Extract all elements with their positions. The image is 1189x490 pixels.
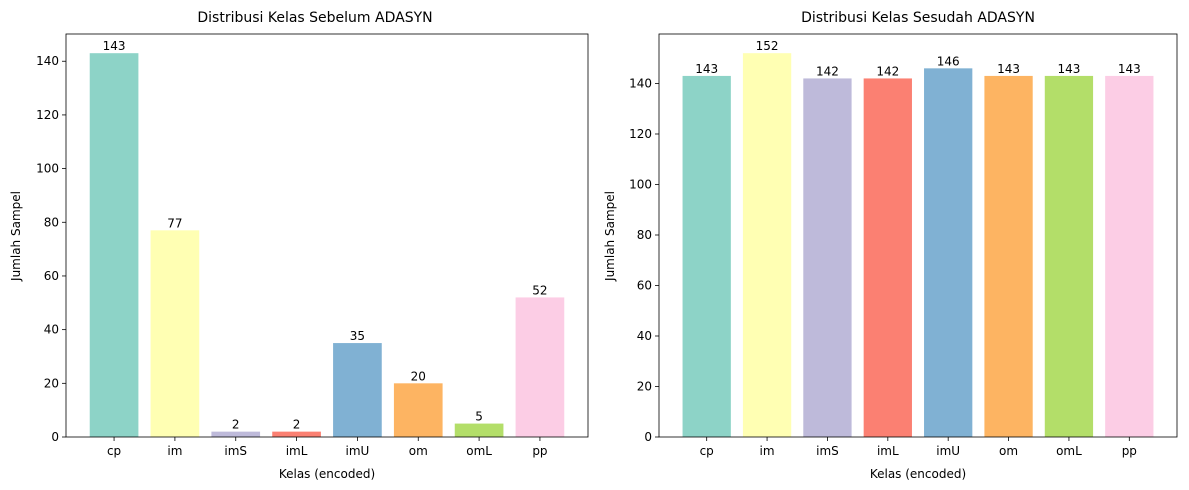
x-tick-label-imL: imL <box>286 444 308 458</box>
x-tick-label-omL: omL <box>1056 444 1082 458</box>
bar-pp <box>1105 75 1154 438</box>
y-ticks: 0 20 40 60 80 100 120 140 <box>629 76 659 444</box>
y-tick-label-120: 120 <box>629 127 652 141</box>
chart-title: Distribusi Kelas Sesudah ADASYN <box>801 10 1035 26</box>
y-tick-label-60: 60 <box>637 278 652 292</box>
bar-omL <box>454 423 504 437</box>
x-tick-label-imL: imL <box>877 444 899 458</box>
bar-imL <box>272 431 321 437</box>
data-label-omL: 143 <box>1057 62 1080 76</box>
x-ticks: cp im imS imL imU om omL pp <box>700 437 1137 458</box>
data-label-imL: 2 <box>293 418 301 432</box>
x-tick-label-om: om <box>999 444 1018 458</box>
y-tick-label-140: 140 <box>629 76 652 90</box>
data-label-pp: 52 <box>532 283 547 297</box>
bar-cp <box>682 75 731 438</box>
y-axis-label: Jumlah Sampel <box>603 191 617 282</box>
y-ticks: 0 20 40 60 80 100 120 140 <box>36 54 66 444</box>
bar-omL <box>1044 75 1094 438</box>
y-tick-label-60: 60 <box>44 269 59 283</box>
x-tick-label-om: om <box>409 444 428 458</box>
y-tick-label-20: 20 <box>637 379 652 393</box>
y-axis-label: Jumlah Sampel <box>9 191 23 282</box>
bar-imU <box>333 343 382 437</box>
x-axis-label: Kelas (encoded) <box>870 467 966 481</box>
data-label-imU: 146 <box>937 54 960 68</box>
x-ticks: cp im imS imL imU om omL pp <box>107 437 548 458</box>
chart-after-adasyn: Distribusi Kelas Sesudah ADASYN Kelas (e… <box>603 10 1178 481</box>
data-label-omL: 5 <box>475 410 483 424</box>
x-tick-label-im: im <box>760 444 775 458</box>
x-tick-label-pp: pp <box>532 444 547 458</box>
y-tick-label-40: 40 <box>44 323 59 337</box>
bar-im <box>742 53 792 437</box>
y-tick-label-140: 140 <box>36 54 59 68</box>
x-tick-label-im: im <box>167 444 182 458</box>
x-tick-label-imS: imS <box>816 444 839 458</box>
y-tick-label-120: 120 <box>36 108 59 122</box>
x-tick-label-imU: imU <box>346 444 370 458</box>
bar-imU <box>924 68 973 437</box>
bar-imS <box>803 78 852 437</box>
plot-frame <box>65 33 589 438</box>
data-label-om: 143 <box>997 62 1020 76</box>
data-label-om: 20 <box>411 369 426 383</box>
data-label-cp: 143 <box>695 62 718 76</box>
bar-cp <box>89 53 139 437</box>
x-axis-label: Kelas (encoded) <box>279 467 375 481</box>
bars: 143 77 2 2 35 20 5 52 <box>89 39 565 437</box>
bar-imL <box>863 78 912 437</box>
data-label-cp: 143 <box>103 39 126 53</box>
plot-frame <box>658 33 1178 438</box>
x-tick-label-cp: cp <box>107 444 121 458</box>
y-tick-label-20: 20 <box>44 376 59 390</box>
y-tick-label-0: 0 <box>644 430 652 444</box>
data-label-im: 77 <box>167 216 182 230</box>
x-tick-label-omL: omL <box>466 444 492 458</box>
bar-pp <box>515 297 565 437</box>
x-tick-label-imU: imU <box>936 444 960 458</box>
y-tick-label-80: 80 <box>637 228 652 242</box>
bar-imS <box>211 431 261 437</box>
x-tick-label-pp: pp <box>1122 444 1137 458</box>
data-label-imS: 142 <box>816 64 839 78</box>
y-tick-label-40: 40 <box>637 329 652 343</box>
x-tick-label-cp: cp <box>700 444 714 458</box>
data-label-imL: 142 <box>876 64 899 78</box>
bars: 143 152 142 142 146 143 143 143 <box>682 39 1154 438</box>
bar-om <box>393 383 443 437</box>
y-tick-label-100: 100 <box>36 162 59 176</box>
y-tick-label-100: 100 <box>629 177 652 191</box>
data-label-pp: 143 <box>1118 62 1141 76</box>
x-tick-label-imS: imS <box>224 444 247 458</box>
data-label-im: 152 <box>756 39 779 53</box>
y-tick-label-80: 80 <box>44 215 59 229</box>
y-tick-label-0: 0 <box>51 430 59 444</box>
chart-before-adasyn: Distribusi Kelas Sebelum ADASYN Kelas (e… <box>9 10 589 481</box>
bar-om <box>984 75 1033 438</box>
data-label-imS: 2 <box>232 418 240 432</box>
data-label-imU: 35 <box>350 329 365 343</box>
bar-im <box>150 230 200 437</box>
chart-title: Distribusi Kelas Sebelum ADASYN <box>197 10 432 26</box>
